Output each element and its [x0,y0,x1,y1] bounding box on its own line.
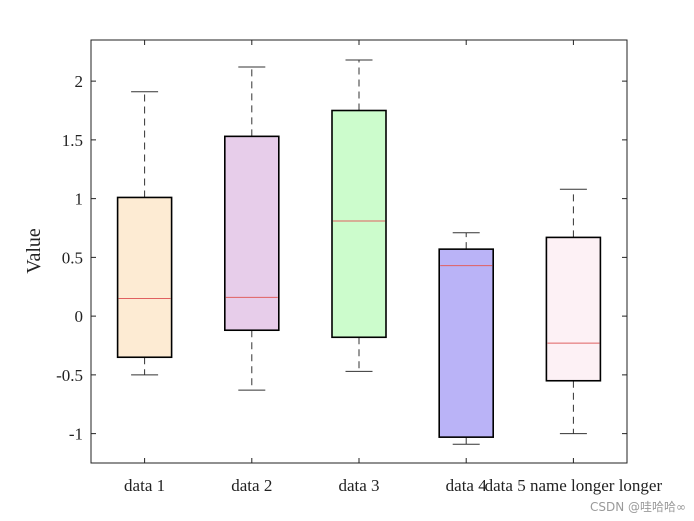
box-body [331,109,387,339]
watermark-text: CSDN @哇哈哈∞ [589,500,686,514]
box-2 [224,66,280,391]
y-axis-title: Value [23,228,45,274]
y-tick-label: -1 [69,425,83,444]
box-4 [438,232,495,445]
y-tick-label: 1 [75,190,84,209]
y-tick-label: 0 [75,307,84,326]
y-tick-label: -0.5 [56,366,83,385]
box-3 [331,59,387,372]
y-tick-label: 0.5 [62,248,83,267]
x-tick-label: data 4 [446,476,488,495]
box-body [224,135,280,332]
box-body [438,248,495,438]
x-tick-label: data 5 name longer longer [485,476,663,495]
box-body [116,196,173,359]
y-tick-label: 1.5 [62,131,83,150]
box-series [116,59,602,445]
x-tick-label: data 2 [231,476,272,495]
box-1 [116,91,173,376]
x-tick-label: data 3 [338,476,379,495]
y-tick-label: 2 [75,72,84,91]
box-5 [545,188,602,435]
box-body [545,236,602,382]
y-axis: -1 -0.5 0 0.5 1 1.5 2 [56,72,627,444]
x-tick-label: data 1 [124,476,165,495]
